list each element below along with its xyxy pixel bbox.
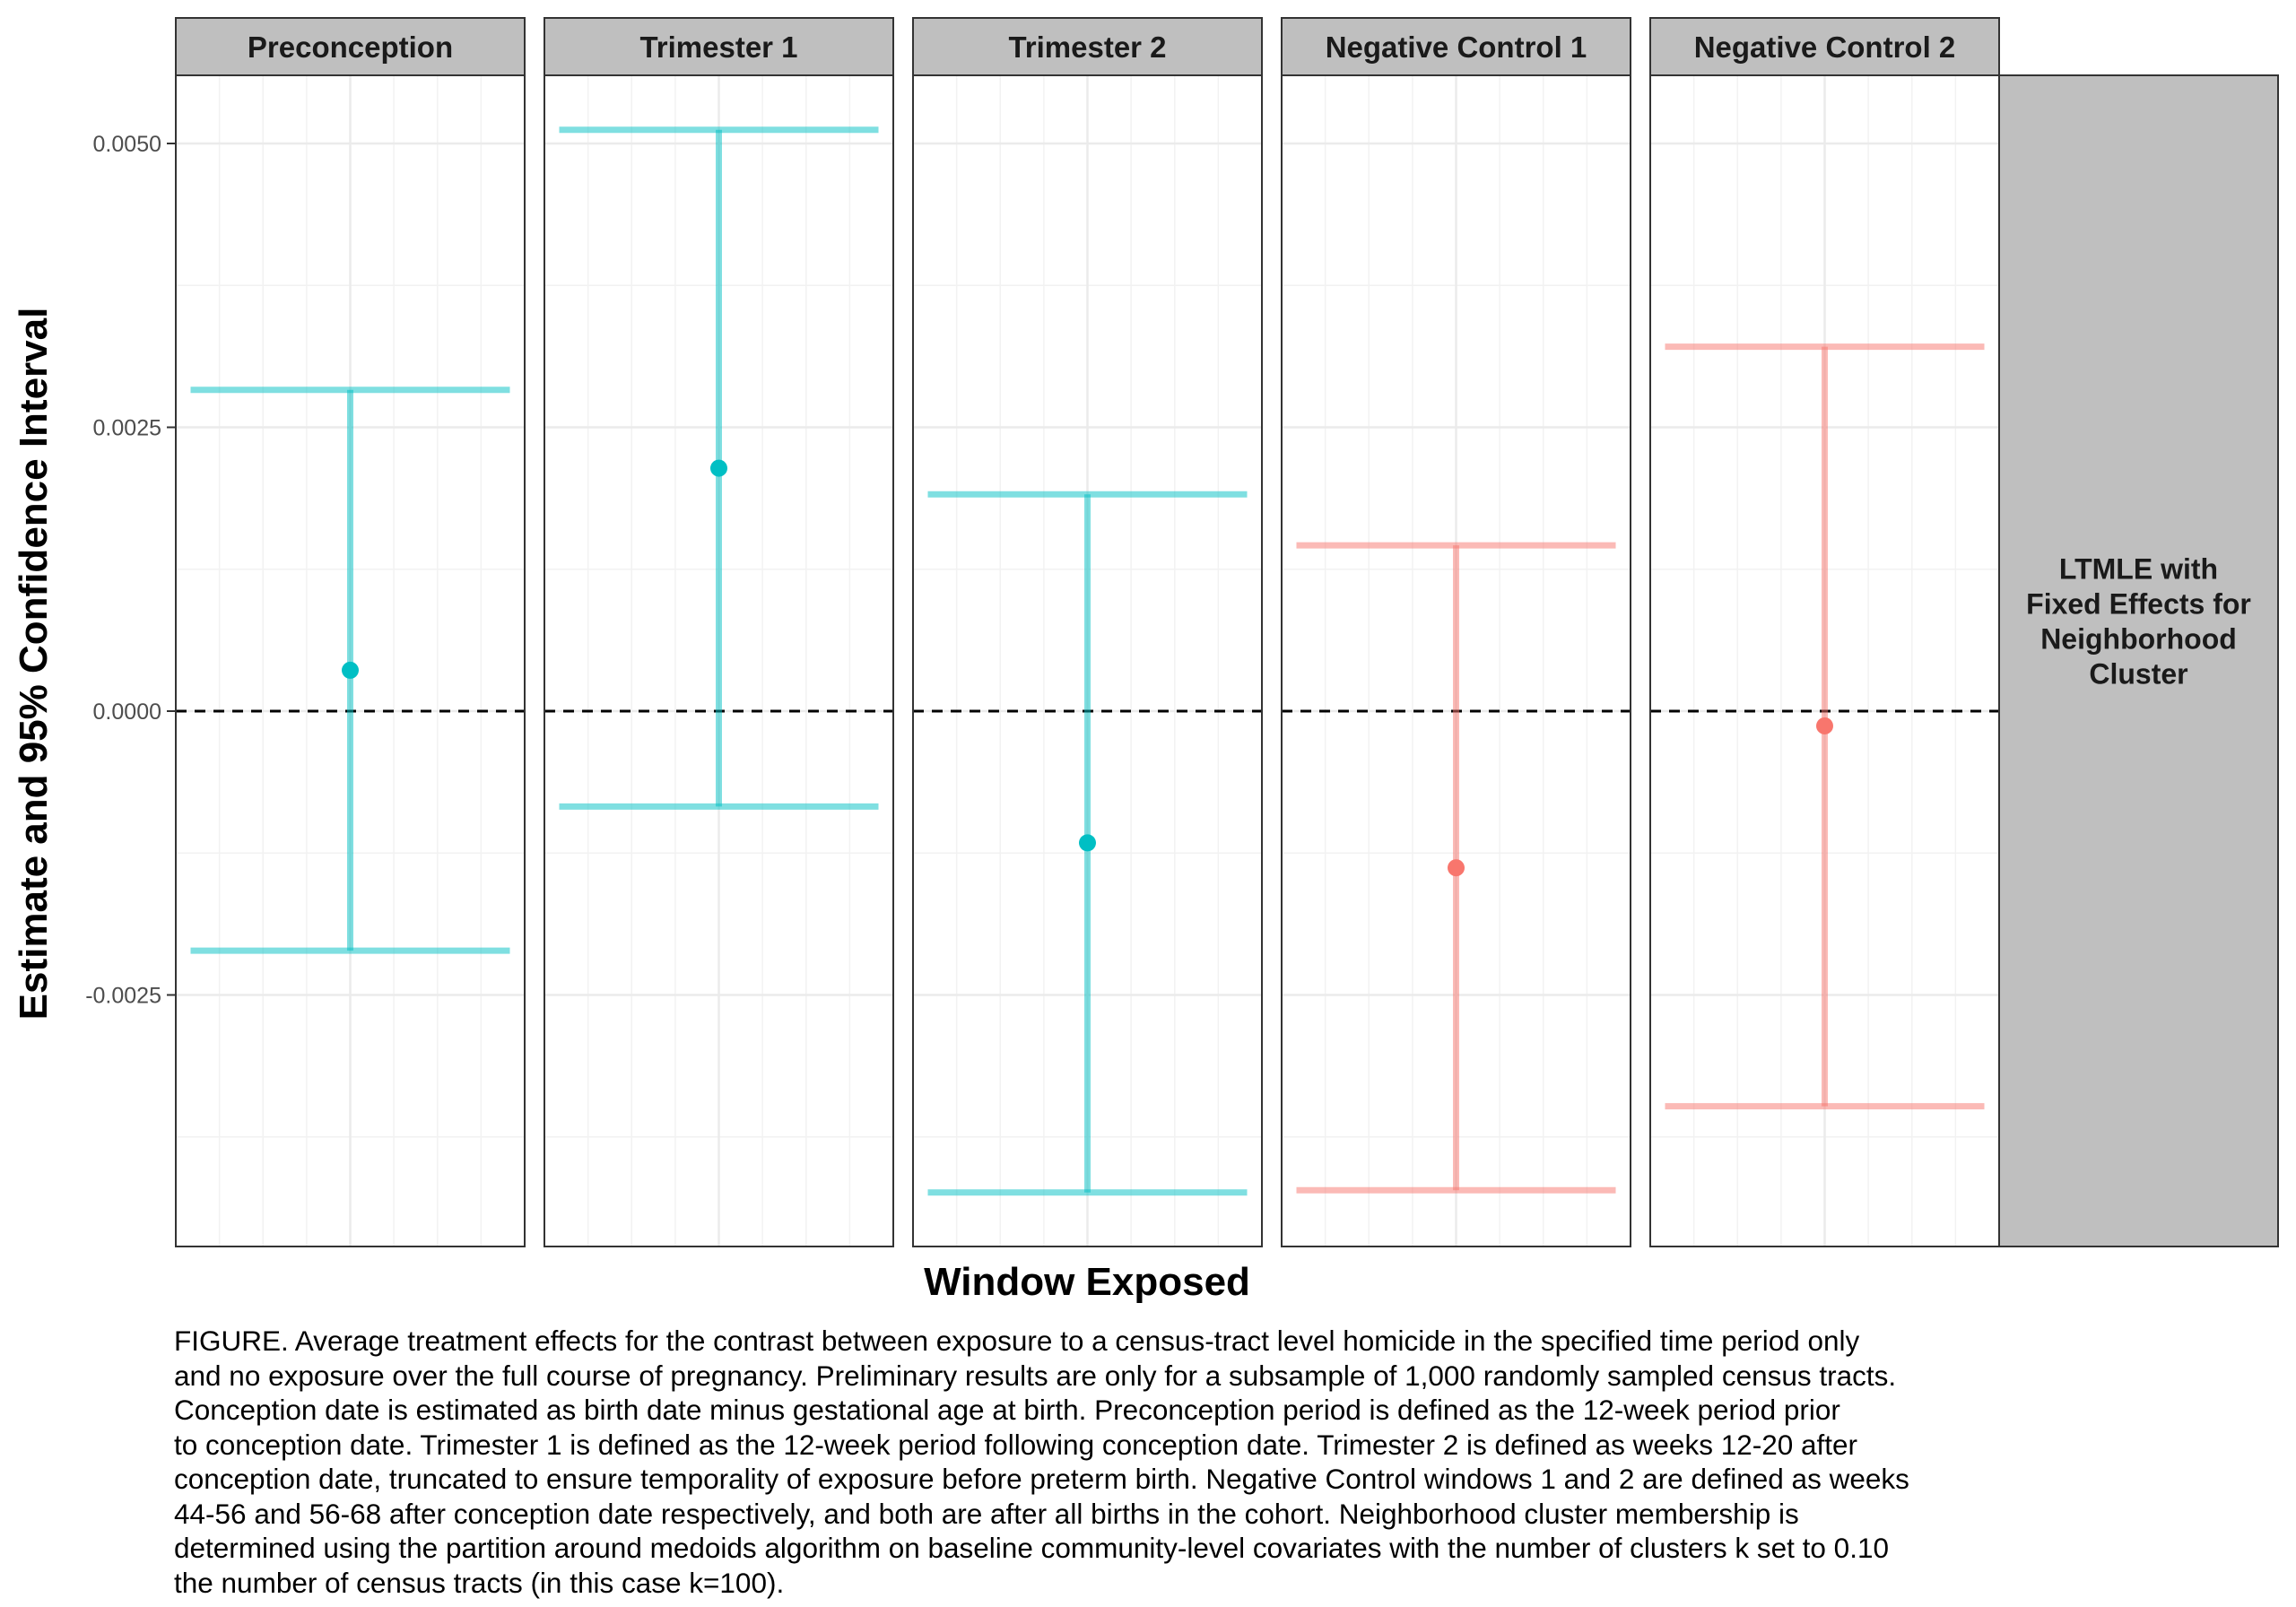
point-estimate <box>342 661 359 679</box>
row-strip-label-line: Cluster <box>2089 658 2187 691</box>
y-tick-label: -0.0025 <box>85 984 161 1009</box>
panels-layer: Preconception Trimester 1 Trimester 2 Negat… <box>175 17 2000 1247</box>
panel-border <box>544 74 894 1247</box>
panel-border <box>1281 74 1631 1247</box>
facet-strip-label: Preconception <box>248 30 453 64</box>
faceted-errorbar-chart: Preconception Trimester 1 Trimester 2 Negat… <box>12 17 2279 1304</box>
facet-panel: Negative Control 1 <box>1281 17 1631 1247</box>
row-strip-label-line: Neighborhood <box>2040 623 2237 656</box>
panel-border <box>912 74 1263 1247</box>
facet-panel: Negative Control 2 <box>1649 17 2000 1247</box>
y-axis: -0.0025 0.0000 0.0025 0.0050 <box>85 132 176 1009</box>
point-estimate <box>1816 717 1833 734</box>
point-estimate <box>1448 859 1465 877</box>
y-axis-title: Estimate and 95% Confidence Interval <box>12 308 56 1021</box>
facet-strip <box>1281 17 1631 76</box>
facet-panel: Trimester 2 <box>912 17 1263 1247</box>
point-estimate <box>710 459 727 477</box>
facet-strip <box>175 17 526 76</box>
row-strip-box <box>1998 74 2279 1247</box>
facet-strip <box>912 17 1263 76</box>
caption-line: Conception date is estimated as birth da… <box>174 1394 1840 1426</box>
facet-strip-label: Trimester 2 <box>1008 30 1166 64</box>
caption-line: conception date, truncated to ensure tem… <box>174 1463 1909 1495</box>
facet-panel: Preconception <box>175 17 526 1247</box>
caption-line: FIGURE. Average treatment effects for th… <box>174 1325 1860 1357</box>
facet-strip-label: Negative Control 2 <box>1694 30 1956 64</box>
caption-line: and no exposure over the full course of … <box>174 1359 1897 1392</box>
y-tick-label: 0.0050 <box>93 132 161 157</box>
point-estimate <box>1079 834 1096 852</box>
y-tick-label: 0.0025 <box>93 416 161 441</box>
panel-border <box>175 74 526 1247</box>
row-strip-label-line: Fixed Effects for <box>2026 588 2251 621</box>
caption-line: the number of census tracts (in this cas… <box>174 1566 785 1599</box>
row-strip-label-line: LTMLE with <box>2059 553 2218 586</box>
facet-panel: Trimester 1 <box>544 17 894 1247</box>
caption-line: 44-56 and 56-68 after conception date re… <box>174 1497 1799 1530</box>
facet-strip-label: Trimester 1 <box>639 30 797 64</box>
figure-caption: FIGURE. Average treatment effects for th… <box>174 1324 2291 1600</box>
y-tick-label: 0.0000 <box>93 699 161 725</box>
facet-strip-label: Negative Control 1 <box>1326 30 1587 64</box>
caption-line: to conception date. Trimester 1 is defin… <box>174 1428 1858 1461</box>
caption-line: determined using the partition around me… <box>174 1532 1889 1564</box>
x-axis-title: Window Exposed <box>924 1260 1250 1304</box>
